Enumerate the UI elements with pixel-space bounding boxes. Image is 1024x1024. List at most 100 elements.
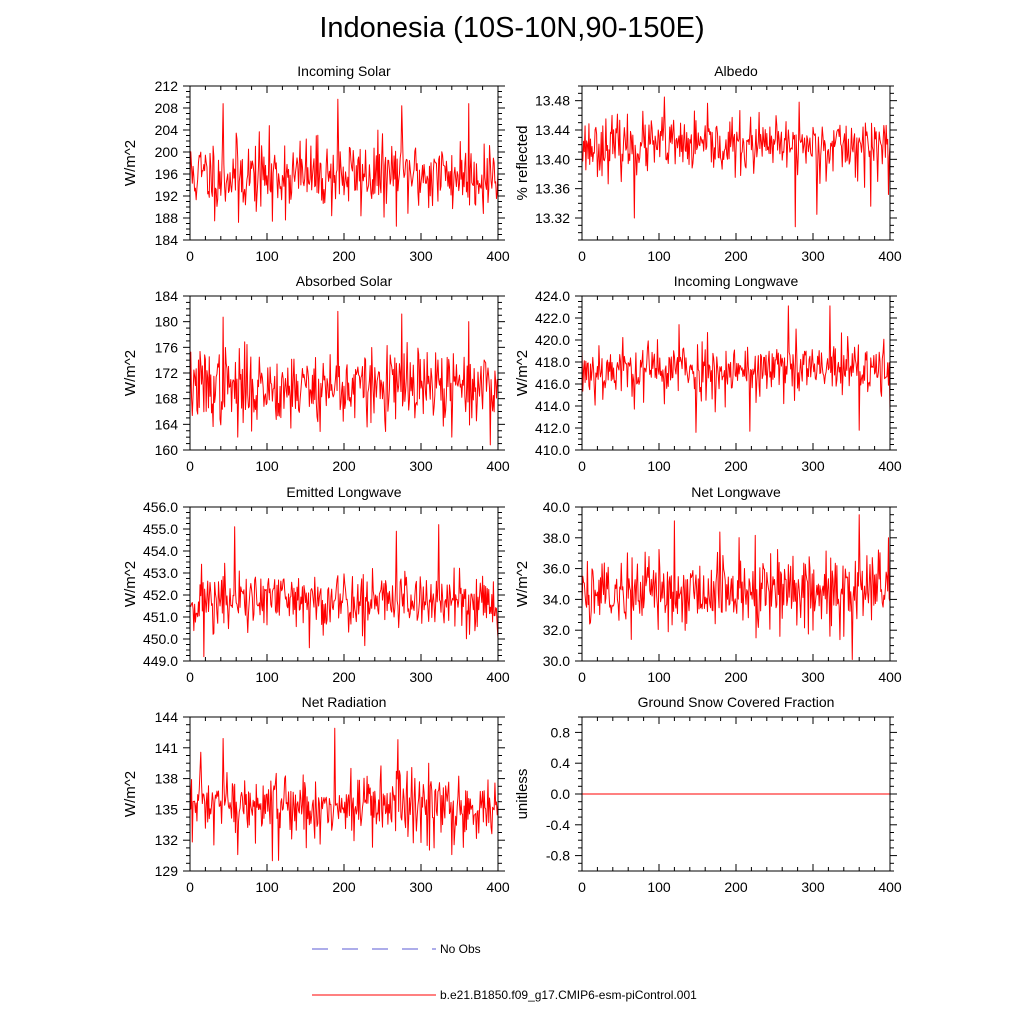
x-tick-label: 200 <box>332 248 356 264</box>
x-tick-label: 200 <box>332 669 356 685</box>
y-tick-label: -0.8 <box>546 848 570 864</box>
panel-ground-snow-covered-fraction: Ground Snow Covered Fraction unitless 0 100… <box>514 694 902 895</box>
x-tick-label: 300 <box>801 669 825 685</box>
y-tick-label: 451.0 <box>143 609 178 625</box>
x-tick-label: 400 <box>878 879 902 895</box>
panel-net-longwave: Net Longwave W/m^2 0 100 200 300 400 30.0 32.0 34… <box>514 484 902 685</box>
y-tick-label: 13.40 <box>535 151 570 167</box>
x-tick-label: 0 <box>186 879 194 895</box>
data-line <box>189 310 499 446</box>
x-tick-label: 100 <box>255 248 279 264</box>
y-tick-label: 422.0 <box>535 310 570 326</box>
y-axis-label: W/m^2 <box>122 140 139 186</box>
x-tick-label: 400 <box>486 458 510 474</box>
y-axis-label: W/m^2 <box>122 350 139 396</box>
y-tick-label: 176 <box>155 339 179 355</box>
panel-absorbed-solar: Absorbed Solar W/m^2 0 100 200 300 400 160 164 16… <box>122 273 510 474</box>
x-tick-label: 0 <box>578 248 586 264</box>
y-tick-label: 141 <box>155 740 179 756</box>
y-tick-label: 13.32 <box>535 210 570 226</box>
y-tick-label: 184 <box>155 288 179 304</box>
panel-incoming-longwave: Incoming Longwave W/m^2 0 100 200 300 400 410.0… <box>514 273 902 474</box>
data-line <box>189 98 499 227</box>
x-tick-label: 100 <box>647 669 671 685</box>
y-tick-label: 420.0 <box>535 332 570 348</box>
x-tick-label: 100 <box>647 879 671 895</box>
x-tick-label: 300 <box>409 458 433 474</box>
panel-title: Incoming Solar <box>297 63 391 79</box>
legend-model-label: b.e21.B1850.f09_g17.CMIP6-esm-piControl.… <box>440 988 697 1002</box>
x-tick-label: 200 <box>724 669 748 685</box>
legend-obs: No Obs <box>0 940 1024 960</box>
y-tick-label: 453.0 <box>143 565 178 581</box>
y-tick-label: 184 <box>155 232 179 248</box>
x-tick-label: 400 <box>878 669 902 685</box>
figure-title: Indonesia (10S-10N,90-150E) <box>319 12 705 44</box>
data-line <box>189 524 499 658</box>
y-tick-label: 200 <box>155 144 179 160</box>
y-tick-label: 144 <box>155 709 179 725</box>
y-tick-label: 32.0 <box>543 622 570 638</box>
y-tick-label: 36.0 <box>543 561 570 577</box>
y-tick-label: 30.0 <box>543 653 570 669</box>
x-tick-label: 400 <box>486 879 510 895</box>
y-tick-label: 450.0 <box>143 631 178 647</box>
y-tick-label: 410.0 <box>535 442 570 458</box>
y-tick-label: 454.0 <box>143 543 178 559</box>
y-tick-label: 135 <box>155 801 179 817</box>
x-tick-label: 300 <box>801 458 825 474</box>
legend-model: b.e21.B1850.f09_g17.CMIP6-esm-piControl.… <box>0 986 1024 1006</box>
x-tick-label: 100 <box>255 669 279 685</box>
x-tick-label: 300 <box>801 248 825 264</box>
x-tick-label: 100 <box>647 248 671 264</box>
x-tick-label: 300 <box>409 669 433 685</box>
x-tick-label: 300 <box>801 879 825 895</box>
y-tick-label: 40.0 <box>543 499 570 515</box>
panel-title: Ground Snow Covered Fraction <box>638 694 835 710</box>
legend-obs-label: No Obs <box>440 942 481 956</box>
y-axis-label: % reflected <box>514 125 531 200</box>
x-tick-label: 200 <box>724 248 748 264</box>
y-tick-label: 414.0 <box>535 398 570 414</box>
x-tick-label: 0 <box>578 458 586 474</box>
x-tick-label: 300 <box>409 879 433 895</box>
x-tick-label: 0 <box>186 669 194 685</box>
y-tick-label: 416.0 <box>535 376 570 392</box>
y-tick-label: 38.0 <box>543 530 570 546</box>
y-axis-label: W/m^2 <box>514 350 531 396</box>
y-tick-label: 212 <box>155 78 179 94</box>
y-tick-label: 138 <box>155 771 179 787</box>
x-tick-label: 100 <box>255 879 279 895</box>
y-tick-label: -0.4 <box>546 817 570 833</box>
x-tick-label: 400 <box>486 669 510 685</box>
y-tick-label: 208 <box>155 100 179 116</box>
y-axis-label: W/m^2 <box>122 771 139 817</box>
data-line <box>581 305 891 433</box>
data-line <box>581 514 891 660</box>
y-tick-label: 204 <box>155 122 179 138</box>
x-tick-label: 100 <box>255 458 279 474</box>
y-tick-label: 424.0 <box>535 288 570 304</box>
x-tick-label: 0 <box>186 458 194 474</box>
y-tick-label: 132 <box>155 832 179 848</box>
y-tick-label: 412.0 <box>535 420 570 436</box>
y-tick-label: 164 <box>155 416 179 432</box>
y-axis-label: W/m^2 <box>122 561 139 607</box>
y-tick-label: 0.4 <box>551 755 571 771</box>
y-axis-label: W/m^2 <box>514 561 531 607</box>
x-tick-label: 400 <box>878 248 902 264</box>
y-tick-label: 452.0 <box>143 587 178 603</box>
y-tick-label: 168 <box>155 391 179 407</box>
y-tick-label: 188 <box>155 210 179 226</box>
x-tick-label: 0 <box>186 248 194 264</box>
y-tick-label: 449.0 <box>143 653 178 669</box>
panel-title: Absorbed Solar <box>296 273 393 289</box>
y-tick-label: 456.0 <box>143 499 178 515</box>
x-tick-label: 200 <box>332 879 356 895</box>
y-tick-label: 13.36 <box>535 181 570 197</box>
panel-incoming-solar: Incoming Solar W/m^2 0 100 200 300 400 184 188 19… <box>122 63 510 264</box>
y-tick-label: 455.0 <box>143 521 178 537</box>
y-tick-label: 34.0 <box>543 591 570 607</box>
y-tick-label: 192 <box>155 188 179 204</box>
panel-net-radiation: Net Radiation W/m^2 0 100 200 300 400 129 132 135… <box>122 694 510 895</box>
